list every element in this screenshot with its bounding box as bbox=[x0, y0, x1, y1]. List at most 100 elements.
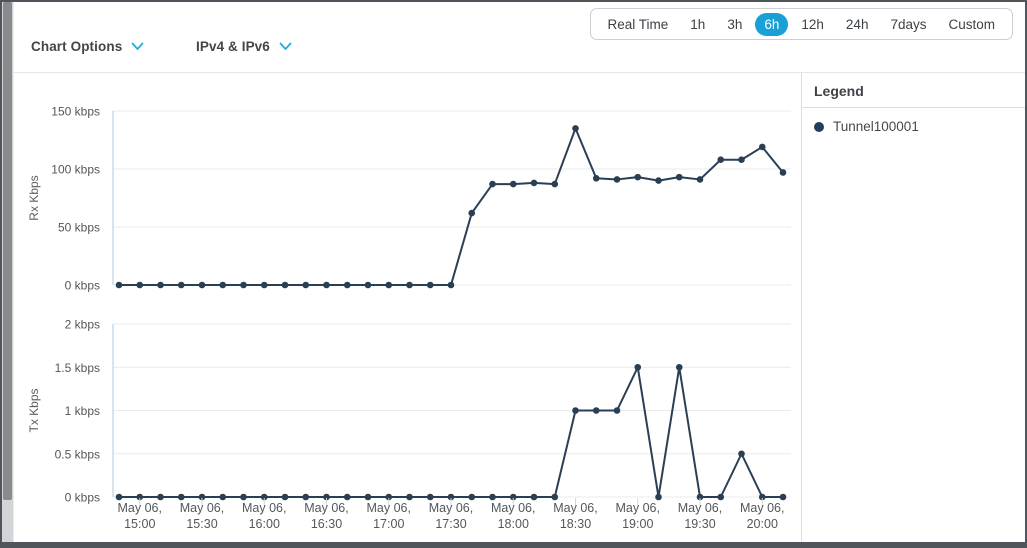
data-point[interactable] bbox=[343, 281, 351, 289]
data-point[interactable] bbox=[219, 493, 227, 501]
series-line bbox=[119, 127, 784, 286]
y-tick-label: 0 kbps bbox=[65, 279, 100, 293]
data-point[interactable] bbox=[198, 281, 206, 289]
data-point[interactable] bbox=[115, 281, 123, 289]
data-point[interactable] bbox=[281, 493, 289, 501]
data-point[interactable] bbox=[198, 493, 206, 501]
time-range-7days[interactable]: 7days bbox=[881, 13, 935, 36]
time-range-3h[interactable]: 3h bbox=[718, 13, 751, 36]
data-point[interactable] bbox=[447, 493, 455, 501]
vertical-scrollbar[interactable] bbox=[2, 2, 13, 542]
data-point[interactable] bbox=[323, 493, 330, 501]
data-point[interactable] bbox=[509, 493, 517, 501]
time-range-custom[interactable]: Custom bbox=[939, 13, 1004, 36]
data-point[interactable] bbox=[634, 363, 642, 371]
data-point[interactable] bbox=[260, 281, 268, 289]
chevron-down-icon bbox=[279, 42, 292, 50]
y-tick-label: 0 kbps bbox=[65, 491, 100, 505]
data-point[interactable] bbox=[738, 156, 745, 164]
x-tick-time: 16:30 bbox=[311, 517, 342, 531]
data-point[interactable] bbox=[385, 493, 393, 501]
data-point[interactable] bbox=[323, 281, 330, 289]
data-point[interactable] bbox=[530, 493, 538, 501]
data-point[interactable] bbox=[302, 281, 310, 289]
data-point[interactable] bbox=[302, 493, 310, 501]
legend-item[interactable]: Tunnel100001 bbox=[802, 108, 1025, 134]
data-point[interactable] bbox=[551, 180, 559, 188]
rx-chart: 0 kbps 50 kbps 100 kbps 150 kbps Rx Kbps bbox=[27, 105, 791, 293]
data-point[interactable] bbox=[385, 281, 393, 289]
data-point[interactable] bbox=[696, 493, 704, 501]
data-point[interactable] bbox=[592, 174, 600, 182]
data-point[interactable] bbox=[281, 281, 289, 289]
legend-title: Legend bbox=[802, 73, 1025, 108]
data-point[interactable] bbox=[675, 173, 683, 181]
time-range-1h[interactable]: 1h bbox=[681, 13, 714, 36]
x-tick-date: May 06, bbox=[740, 501, 784, 515]
data-point[interactable] bbox=[634, 173, 642, 181]
y-tick-label: 1 kbps bbox=[65, 404, 100, 418]
data-point[interactable] bbox=[136, 493, 144, 501]
ip-version-dropdown[interactable]: IPv4 & IPv6 bbox=[196, 39, 292, 54]
data-point[interactable] bbox=[717, 493, 725, 501]
data-point[interactable] bbox=[613, 176, 621, 183]
data-point[interactable] bbox=[675, 363, 683, 371]
data-point[interactable] bbox=[406, 281, 413, 289]
data-point[interactable] bbox=[219, 281, 227, 289]
x-tick-time: 15:00 bbox=[124, 517, 155, 531]
data-point[interactable] bbox=[426, 493, 434, 501]
data-point[interactable] bbox=[177, 281, 185, 289]
data-point[interactable] bbox=[157, 281, 164, 289]
data-point[interactable] bbox=[696, 176, 704, 183]
data-point[interactable] bbox=[613, 407, 621, 414]
time-range-24h[interactable]: 24h bbox=[837, 13, 878, 36]
data-point[interactable] bbox=[717, 156, 725, 164]
data-point[interactable] bbox=[779, 169, 787, 176]
data-point[interactable] bbox=[115, 493, 123, 501]
data-point[interactable] bbox=[572, 125, 579, 132]
data-point[interactable] bbox=[758, 493, 766, 501]
time-range-6h[interactable]: 6h bbox=[755, 12, 789, 36]
data-point[interactable] bbox=[406, 493, 413, 501]
y-tick-label: 2 kbps bbox=[65, 318, 100, 332]
data-point[interactable] bbox=[592, 407, 600, 414]
y-tick-label: 0.5 kbps bbox=[55, 447, 100, 461]
data-point[interactable] bbox=[655, 177, 662, 184]
data-point[interactable] bbox=[426, 281, 434, 289]
data-point[interactable] bbox=[240, 281, 247, 289]
data-point[interactable] bbox=[468, 209, 476, 217]
data-point[interactable] bbox=[136, 281, 144, 289]
data-point[interactable] bbox=[779, 493, 787, 501]
data-point[interactable] bbox=[551, 493, 559, 501]
data-point[interactable] bbox=[447, 281, 455, 289]
data-point[interactable] bbox=[758, 143, 766, 151]
series-line bbox=[119, 366, 783, 498]
data-point[interactable] bbox=[364, 281, 372, 289]
x-tick-date: May 06, bbox=[491, 501, 535, 515]
chart-options-dropdown[interactable]: Chart Options bbox=[31, 39, 144, 54]
y-axis-title: Tx Kbps bbox=[27, 388, 41, 432]
data-point[interactable] bbox=[572, 407, 579, 414]
x-tick-date: May 06, bbox=[616, 501, 660, 515]
data-point[interactable] bbox=[489, 180, 496, 188]
data-point[interactable] bbox=[509, 180, 517, 188]
data-point[interactable] bbox=[738, 450, 745, 458]
x-tick-date: May 06, bbox=[678, 501, 722, 515]
tx-chart: 0 kbps 0.5 kbps 1 kbps 1.5 kbps 2 kbps Tx Kbp… bbox=[27, 318, 791, 505]
data-point[interactable] bbox=[260, 493, 268, 501]
data-point[interactable] bbox=[343, 493, 351, 501]
data-point[interactable] bbox=[177, 493, 185, 501]
time-range-realtime[interactable]: Real Time bbox=[599, 13, 678, 36]
scrollbar-thumb[interactable] bbox=[3, 2, 12, 500]
data-point[interactable] bbox=[240, 493, 247, 501]
x-tick-date: May 06, bbox=[553, 501, 597, 515]
time-range-12h[interactable]: 12h bbox=[792, 13, 833, 36]
data-point[interactable] bbox=[157, 493, 164, 501]
data-point[interactable] bbox=[530, 179, 538, 187]
data-point[interactable] bbox=[489, 493, 496, 501]
data-point[interactable] bbox=[364, 493, 372, 501]
legend-panel: Legend Tunnel100001 bbox=[801, 73, 1025, 542]
header-divider bbox=[14, 72, 1025, 73]
data-point[interactable] bbox=[468, 493, 476, 501]
data-point[interactable] bbox=[655, 493, 662, 501]
